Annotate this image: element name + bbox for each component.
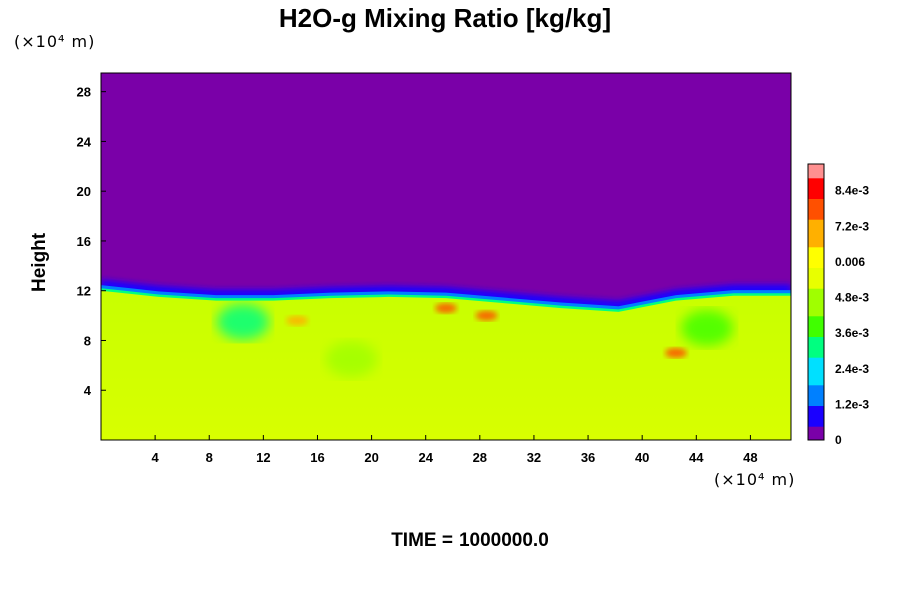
colorbar-label: 7.2e-3 (835, 219, 869, 233)
colorbar-swatch (808, 260, 824, 268)
x-tick-label: 8 (206, 450, 213, 465)
colorbar-swatch (808, 281, 824, 289)
colorbar-label: 0.006 (835, 255, 865, 269)
colorbar-swatch (808, 343, 824, 351)
colorbar-swatch (808, 295, 824, 303)
colorbar-swatch (808, 239, 824, 248)
colorbar-swatch (808, 205, 824, 213)
colorbar-label: 2.4e-3 (835, 362, 869, 376)
colorbar-swatch (808, 219, 824, 227)
colorbar-swatch (808, 433, 824, 441)
x-tick-label: 28 (473, 450, 487, 465)
y-tick-label: 24 (77, 134, 92, 149)
colorbar-swatch (808, 384, 824, 393)
y-tick-label: 20 (77, 184, 91, 199)
colorbar-swatch (808, 412, 824, 420)
colorbar-label: 1.2e-3 (835, 397, 869, 411)
x-tick-label: 36 (581, 450, 595, 465)
time-value: 1000000.0 (458, 530, 549, 551)
colorbar-frame (807, 163, 825, 441)
chart-title: H2O-g Mixing Ratio [kg/kg] (278, 3, 612, 33)
y-tick-label: 28 (77, 85, 91, 100)
field-feature-3 (475, 310, 498, 321)
colorbar-label: 4.8e-3 (835, 291, 869, 305)
colorbar-swatch (808, 246, 824, 255)
field-feature-6 (681, 310, 734, 347)
x-tick-label: 24 (418, 450, 433, 465)
colorbar-swatch (808, 322, 824, 331)
colorbar-swatch (808, 391, 824, 400)
colorbar-label: 3.6e-3 (835, 326, 869, 340)
colorbar-swatch (808, 350, 824, 358)
x-axis-unit: (×10⁴ m) (714, 470, 796, 489)
field-feature-5 (217, 303, 270, 340)
colorbar-swatch (808, 377, 824, 386)
colorbar-swatch (808, 253, 824, 262)
colorbar-swatch (808, 357, 824, 365)
colorbar-label: 0 (835, 433, 842, 447)
moist-layer (101, 290, 791, 440)
colorbar-swatch (808, 364, 824, 372)
colorbar-swatch (808, 315, 824, 324)
colorbar-swatch (808, 419, 824, 427)
colorbar-swatch (808, 184, 824, 193)
colorbar-swatch (808, 274, 824, 282)
plot-frame (100, 72, 792, 441)
x-tick-label: 32 (527, 450, 541, 465)
colorbar-swatch (808, 267, 824, 275)
x-tick-label: 40 (635, 450, 649, 465)
colorbar-swatch (808, 288, 824, 296)
colorbar-swatch (808, 405, 824, 413)
colorbar-swatch (808, 177, 824, 186)
y-tick-label: 4 (84, 383, 92, 398)
y-tick-label: 16 (77, 234, 91, 249)
x-tick-label: 4 (152, 450, 160, 465)
colorbar-swatch (808, 336, 824, 344)
colorbar-swatch (808, 302, 824, 310)
colorbar-swatch (808, 233, 824, 241)
x-tick-label: 44 (689, 450, 704, 465)
y-tick-label: 8 (84, 333, 91, 348)
colorbar-swatch (808, 226, 824, 234)
x-tick-label: 20 (364, 450, 378, 465)
y-axis-unit: (×10⁴ m) (14, 32, 96, 51)
colorbar-swatch (808, 164, 824, 172)
time-label: TIME = (391, 530, 453, 551)
time-readout: TIME = 1000000.0 (0, 530, 900, 552)
colorbar-swatch (808, 198, 824, 206)
colorbar-label: 8.4e-3 (835, 184, 869, 198)
x-tick-label: 48 (743, 450, 757, 465)
colorbar-swatch (808, 329, 824, 337)
colorbar-swatch (808, 170, 824, 179)
field-feature-2 (435, 303, 457, 314)
colorbar-swatch (808, 398, 824, 406)
field-feature-4 (286, 315, 309, 326)
x-tick-label: 16 (310, 450, 324, 465)
colorbar-swatch (808, 426, 824, 434)
y-tick-label: 12 (77, 284, 91, 299)
x-tick-label: 12 (256, 450, 270, 465)
colorbar-swatch (808, 371, 824, 379)
colorbar-swatch (808, 191, 824, 199)
field-feature-1 (665, 347, 687, 358)
field-feature-0 (325, 341, 378, 378)
colorbar-swatch (808, 212, 824, 220)
colorbar-swatch (808, 308, 824, 317)
